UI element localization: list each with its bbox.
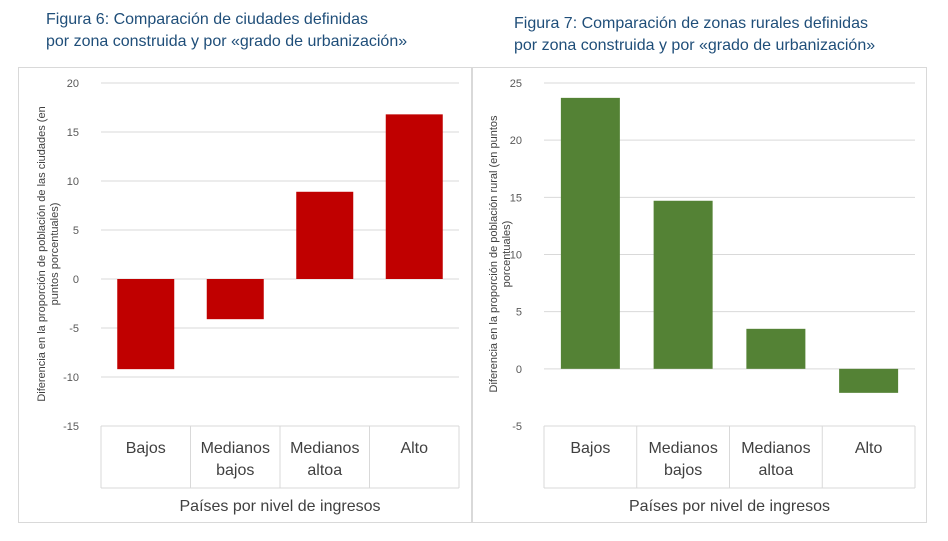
chart-panel-rural: 25 20 15 10 5 0 -5 Bajos Medianos bajos Medianos al… bbox=[472, 67, 927, 523]
bar-chart-cities: 20 15 10 5 0 -5 -10 -15 Bajos Medianos bajos Median… bbox=[36, 78, 460, 515]
x-category-label: Medianos bbox=[741, 440, 810, 457]
x-category-label: Medianos bbox=[648, 440, 717, 457]
y-axis-title-line: Diferencia en la proporción de población… bbox=[488, 115, 500, 393]
bar bbox=[117, 279, 175, 370]
x-category-label: Alto bbox=[400, 440, 428, 457]
x-category-label: Medianos bbox=[290, 440, 359, 457]
bar-chart-rural: 25 20 15 10 5 0 -5 Bajos Medianos bajos Medianos al… bbox=[488, 78, 916, 515]
x-category-label: altoa bbox=[759, 462, 794, 479]
y-tick-label: 20 bbox=[67, 78, 79, 90]
x-axis-title: Países por nivel de ingresos bbox=[629, 498, 830, 515]
y-tick-label: 0 bbox=[516, 364, 522, 376]
y-tick-label: 5 bbox=[73, 225, 79, 237]
y-tick-label: 15 bbox=[67, 127, 79, 139]
bar bbox=[296, 191, 354, 279]
y-tick-label: 10 bbox=[67, 176, 79, 188]
y-tick-label: -10 bbox=[63, 372, 79, 384]
bar bbox=[653, 200, 713, 369]
y-axis-title: Diferencia en la proporción de población… bbox=[36, 106, 61, 401]
x-category-label: altoa bbox=[307, 462, 342, 479]
bar bbox=[385, 114, 443, 279]
y-tick-label: 0 bbox=[73, 274, 79, 286]
bar bbox=[206, 279, 264, 320]
y-tick-label: 20 bbox=[510, 135, 522, 147]
y-tick-label: 15 bbox=[510, 192, 522, 204]
x-category-label: bajos bbox=[664, 462, 702, 479]
bar bbox=[746, 328, 806, 369]
y-axis-title-line: puntos porcentuales) bbox=[49, 203, 61, 306]
x-category-label: Bajos bbox=[570, 440, 610, 457]
y-tick-label: -5 bbox=[512, 421, 522, 433]
y-axis-title-line: porcentuales) bbox=[501, 221, 513, 288]
x-category-label: Alto bbox=[855, 440, 883, 457]
figure-7-title: Figura 7: Comparación de zonas rurales d… bbox=[514, 13, 875, 57]
y-tick-label: 5 bbox=[516, 307, 522, 319]
y-axis-title-line: Diferencia en la proporción de población… bbox=[36, 106, 48, 401]
chart-panel-cities: 20 15 10 5 0 -5 -10 -15 Bajos Medianos bajos Median… bbox=[18, 67, 472, 523]
x-category-label: Medianos bbox=[201, 440, 270, 457]
x-category-label: Bajos bbox=[126, 440, 166, 457]
figure-6-title-line2: por zona construida y por «grado de urba… bbox=[46, 33, 408, 50]
y-tick-label: -15 bbox=[63, 421, 79, 433]
figure-7-title-line2: por zona construida y por «grado de urba… bbox=[514, 37, 876, 54]
y-tick-label: 10 bbox=[510, 250, 522, 262]
bar bbox=[839, 368, 899, 393]
bar bbox=[560, 97, 620, 369]
x-category-label: bajos bbox=[216, 462, 254, 479]
figure-6-title: Figura 6: Comparación de ciudades defini… bbox=[46, 9, 407, 53]
figure-7-title-line1: Figura 7: Comparación de zonas rurales d… bbox=[514, 15, 868, 32]
figure-6-title-line1: Figura 6: Comparación de ciudades defini… bbox=[46, 11, 368, 28]
y-tick-label: 25 bbox=[510, 78, 522, 90]
y-axis-title: Diferencia en la proporción de población… bbox=[488, 115, 513, 393]
y-tick-label: -5 bbox=[69, 323, 79, 335]
x-axis-title: Países por nivel de ingresos bbox=[180, 498, 381, 515]
